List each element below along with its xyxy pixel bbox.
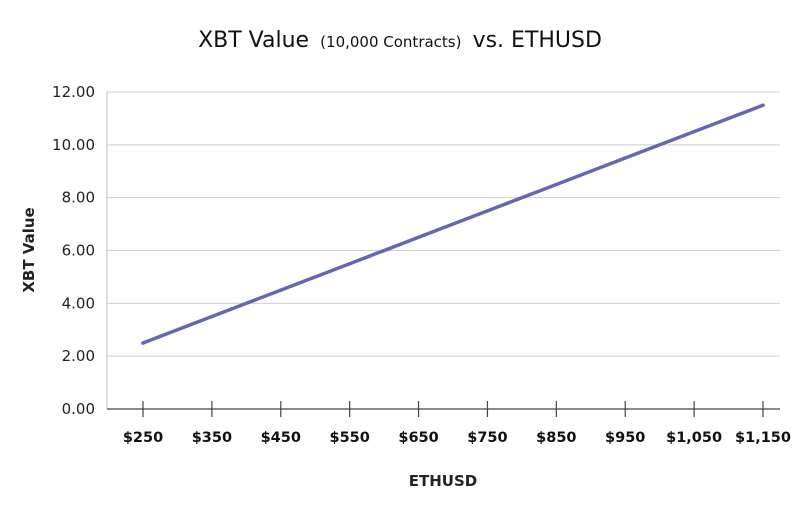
x-tick-label: $1,150: [735, 430, 791, 446]
x-tick-label: $550: [329, 430, 369, 446]
x-tick-label: $1,050: [666, 430, 722, 446]
gridlines: [107, 91, 780, 357]
x-tick-label: $950: [605, 430, 645, 446]
data-point: [623, 156, 627, 160]
x-tick-label: $350: [192, 430, 232, 446]
data-point: [347, 261, 352, 266]
data-point: [279, 288, 283, 292]
y-tick-label: 2.00: [62, 347, 95, 365]
data-point: [141, 341, 145, 345]
y-tick-label: 4.00: [62, 294, 95, 312]
data-point: [692, 129, 696, 134]
data-point: [761, 103, 765, 107]
y-tick-label: 12.00: [52, 83, 95, 101]
y-tick-label: 6.00: [62, 242, 95, 260]
data-point: [210, 314, 214, 319]
x-tick-labels: $250 $350 $450 $550 $650 $750 $850 $950 $1,050 $1…: [123, 430, 791, 446]
data-point: [416, 235, 421, 240]
x-axis-title: ETHUSD: [409, 472, 477, 490]
y-tick-label: 10.00: [52, 136, 95, 154]
x-tick-label: $250: [123, 430, 163, 446]
axes: [106, 92, 780, 417]
data-point: [554, 182, 559, 187]
y-axis-title: XBT Value: [20, 207, 38, 292]
y-tick-label: 8.00: [62, 189, 95, 207]
chart-title-subtitle: (10,000 Contracts): [320, 33, 461, 51]
y-tick-label: 0.00: [62, 400, 95, 418]
x-tick-label: $850: [536, 430, 576, 446]
series-line: [141, 103, 765, 345]
chart-title: XBT Value (10,000 Contracts) vs. ETHUSD: [198, 28, 602, 53]
chart-title-main: XBT Value: [198, 28, 309, 53]
data-point: [485, 209, 490, 213]
x-tick-label: $750: [467, 430, 507, 446]
y-tick-labels: 0.00 2.00 4.00 6.00 8.00 10.00 12.00: [52, 83, 95, 418]
chart-title-suffix: vs. ETHUSD: [473, 28, 602, 53]
series: [141, 103, 765, 345]
x-tick-label: $650: [398, 430, 438, 446]
x-tick-label: $450: [261, 430, 301, 446]
